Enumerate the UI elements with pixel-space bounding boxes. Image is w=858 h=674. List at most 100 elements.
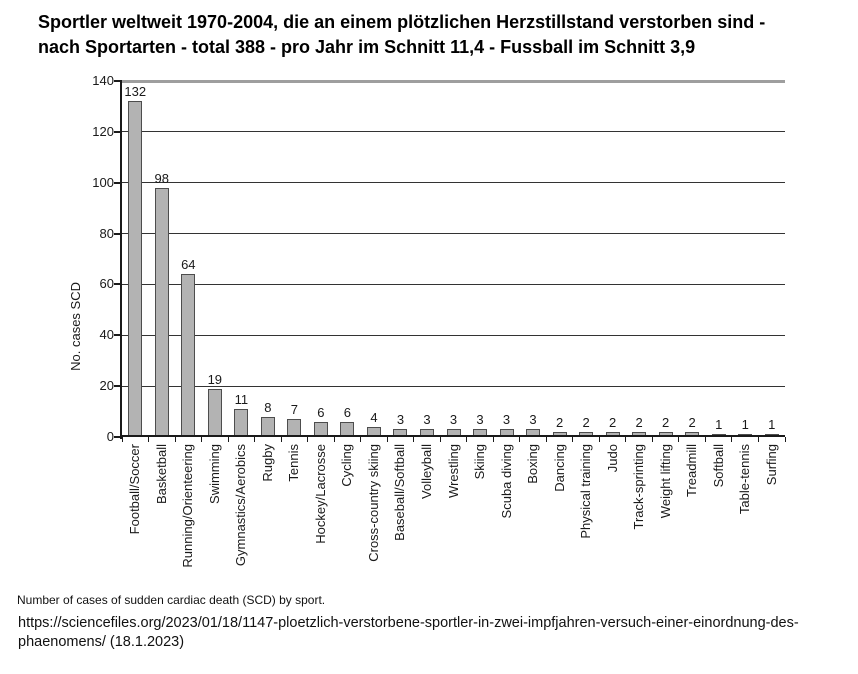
y-tick-80 bbox=[114, 232, 122, 235]
bar-value-running-orienteering: 64 bbox=[181, 257, 196, 272]
bar-value-swimming: 19 bbox=[207, 372, 223, 387]
gridline-40 bbox=[122, 334, 785, 336]
x-label-physical-training: Physical training bbox=[578, 444, 594, 539]
chart-title-line1: Sportler weltweit 1970-2004, die an eine… bbox=[38, 12, 766, 32]
x-label-treadmill: Treadmill bbox=[684, 444, 700, 497]
bar-value-table-tennis: 1 bbox=[741, 417, 749, 432]
chart-title-line2: nach Sportarten - total 388 - pro Jahr i… bbox=[38, 37, 696, 57]
x-tick-1 bbox=[148, 437, 150, 442]
x-tick-4 bbox=[227, 437, 229, 442]
bar-value-dancing: 2 bbox=[555, 415, 564, 430]
x-tick-22 bbox=[704, 437, 706, 442]
x-tick-16 bbox=[545, 437, 547, 442]
chart-title: Sportler weltweit 1970-2004, die an eine… bbox=[38, 10, 838, 60]
gridline-80 bbox=[122, 233, 785, 235]
bar-swimming bbox=[207, 389, 222, 437]
x-label-gymnastics-aerobics: Gymnastics/Aerobics bbox=[233, 444, 249, 567]
bar-football-soccer bbox=[128, 101, 143, 437]
bar-value-softball: 1 bbox=[715, 417, 723, 432]
bar-value-cycling: 6 bbox=[343, 405, 352, 420]
bar-value-weight-lifting: 2 bbox=[662, 415, 670, 430]
plot-area: 0 20 40 60 80 100 120 140 132 Football/Soccer 98 Ba… bbox=[92, 73, 786, 568]
gridline-120 bbox=[122, 131, 785, 133]
bar-value-gymnastics-aerobics: 11 bbox=[234, 392, 249, 407]
y-tick-60 bbox=[114, 283, 122, 286]
y-axis-line bbox=[120, 81, 122, 439]
bar-value-cross-country-skiing: 4 bbox=[370, 410, 378, 425]
x-label-skiing: Skiing bbox=[472, 444, 488, 480]
x-label-boxing: Boxing bbox=[525, 444, 541, 484]
gridline-140 bbox=[122, 80, 785, 83]
bar-chart: No. cases SCD 0 20 40 60 80 100 120 140 132 Footb… bbox=[0, 70, 858, 590]
x-tick-18 bbox=[598, 437, 600, 442]
x-tick-6 bbox=[280, 437, 282, 442]
bar-value-basketball: 98 bbox=[154, 171, 169, 186]
gridline-60 bbox=[122, 283, 785, 285]
bar-value-skiing: 3 bbox=[476, 412, 484, 427]
x-tick-11 bbox=[413, 437, 415, 442]
x-tick-21 bbox=[678, 437, 680, 442]
figure-caption: Number of cases of sudden cardiac death … bbox=[17, 593, 326, 607]
y-tick-label-80: 80 bbox=[99, 225, 114, 241]
x-label-scuba-diving: Scuba diving bbox=[498, 444, 514, 519]
bar-running-orienteering bbox=[181, 274, 196, 437]
gridline-20 bbox=[122, 385, 785, 387]
x-tick-0 bbox=[121, 437, 123, 442]
x-label-swimming: Swimming bbox=[206, 444, 222, 504]
x-label-tennis: Tennis bbox=[286, 444, 302, 482]
x-tick-24 bbox=[757, 437, 759, 442]
x-tick-20 bbox=[651, 437, 653, 442]
y-tick-100 bbox=[114, 181, 122, 184]
bar-value-volleyball: 3 bbox=[423, 412, 431, 427]
x-tick-7 bbox=[307, 437, 309, 442]
y-tick-label-120: 120 bbox=[92, 123, 114, 139]
bar-value-hockey-lacrosse: 6 bbox=[317, 405, 325, 420]
x-tick-14 bbox=[492, 437, 494, 442]
x-label-table-tennis: Table-tennis bbox=[737, 444, 753, 515]
x-label-basketball: Basketball bbox=[153, 444, 169, 504]
x-label-softball: Softball bbox=[710, 444, 726, 488]
bar-value-surfing: 1 bbox=[768, 417, 776, 432]
x-label-volleyball: Volleyball bbox=[418, 444, 434, 499]
x-label-baseball-softball: Baseball/Softball bbox=[392, 444, 408, 541]
y-tick-20 bbox=[114, 385, 122, 388]
x-tick-2 bbox=[174, 437, 176, 442]
x-label-football-soccer: Football/Soccer bbox=[127, 444, 143, 535]
x-tick-17 bbox=[572, 437, 574, 442]
gridline-100 bbox=[122, 182, 785, 184]
y-tick-140 bbox=[114, 80, 122, 82]
x-label-cycling: Cycling bbox=[339, 444, 355, 487]
x-tick-25 bbox=[784, 437, 786, 442]
x-tick-5 bbox=[254, 437, 256, 442]
x-tick-15 bbox=[519, 437, 521, 442]
x-tick-3 bbox=[201, 437, 203, 442]
x-tick-9 bbox=[360, 437, 362, 442]
y-tick-label-0: 0 bbox=[106, 429, 114, 444]
y-tick-label-20: 20 bbox=[99, 378, 114, 394]
x-tick-12 bbox=[439, 437, 441, 442]
x-tick-13 bbox=[466, 437, 468, 442]
source-url: https://sciencefiles.org/2023/01/18/1147… bbox=[18, 615, 799, 650]
bar-value-track-sprinting: 2 bbox=[635, 415, 643, 430]
y-tick-120 bbox=[114, 130, 122, 133]
x-label-surfing: Surfing bbox=[763, 444, 779, 486]
x-tick-23 bbox=[731, 437, 733, 442]
x-label-dancing: Dancing bbox=[551, 444, 567, 492]
x-label-rugby: Rugby bbox=[259, 444, 275, 482]
x-label-wrestling: Wrestling bbox=[445, 444, 461, 498]
bar-value-boxing: 3 bbox=[529, 412, 537, 427]
x-label-track-sprinting: Track-sprinting bbox=[631, 444, 647, 530]
x-label-running-orienteering: Running/Orienteering bbox=[180, 444, 196, 568]
x-tick-19 bbox=[625, 437, 627, 442]
x-label-judo: Judo bbox=[604, 444, 620, 473]
x-label-weight-lifting: Weight lifting bbox=[657, 444, 673, 519]
y-tick-0 bbox=[114, 436, 122, 438]
x-label-cross-country-skiing: Cross-country skiing bbox=[365, 444, 381, 562]
y-tick-label-60: 60 bbox=[99, 276, 114, 292]
bar-value-physical-training: 2 bbox=[582, 415, 590, 430]
y-tick-label-100: 100 bbox=[92, 174, 114, 190]
x-tick-8 bbox=[333, 437, 335, 442]
x-axis-line bbox=[120, 435, 785, 437]
bar-value-baseball-softball: 3 bbox=[396, 412, 405, 427]
bar-value-treadmill: 2 bbox=[688, 415, 696, 430]
